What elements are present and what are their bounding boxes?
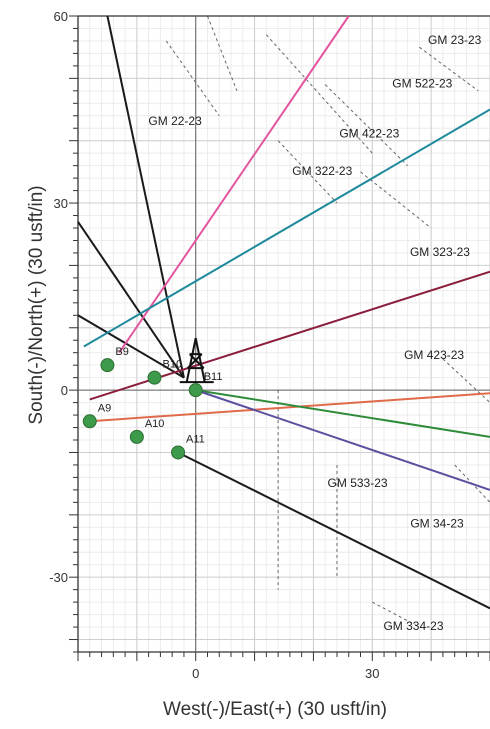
slot-points: B9 B10 B11 A9 A10 A11 bbox=[82, 346, 223, 460]
well-path-line bbox=[195, 389, 490, 491]
x-axis-title: West(-)/East(+) (30 usft/in) bbox=[163, 699, 387, 720]
rig-strut bbox=[187, 353, 203, 369]
slot-label: B10 bbox=[163, 359, 183, 371]
dashed-projection bbox=[207, 15, 238, 92]
slot-marker bbox=[147, 370, 162, 385]
well-path-line bbox=[106, 15, 185, 378]
well-name-label: GM 34-23 bbox=[410, 516, 464, 530]
dashed-projection bbox=[419, 46, 479, 92]
well-path-line bbox=[77, 221, 185, 379]
slot-marker bbox=[188, 383, 203, 398]
well-path-line bbox=[89, 392, 490, 423]
slot-label: B9 bbox=[115, 346, 128, 358]
slot-marker bbox=[100, 358, 115, 373]
slot-label: A9 bbox=[98, 402, 111, 414]
well-name-label: GM 422-23 bbox=[339, 127, 399, 141]
y-tick-label: 0 bbox=[61, 383, 68, 398]
rig-strut bbox=[194, 337, 206, 383]
well-name-label: GM 533-23 bbox=[328, 476, 388, 490]
dashed-projection bbox=[265, 34, 373, 154]
well-name-label: GM 22-23 bbox=[148, 114, 202, 128]
slot-marker bbox=[82, 414, 97, 429]
tick-labels: 0 30 60 30 0 -30 bbox=[49, 9, 379, 681]
drilling-rig-icon bbox=[179, 337, 214, 384]
well-name-label: GM 23-23 bbox=[428, 33, 482, 47]
dashed-projection bbox=[372, 601, 420, 628]
rig-strut bbox=[189, 353, 205, 369]
well-name-label: GM 423-23 bbox=[404, 348, 464, 362]
slot-label: B11 bbox=[204, 371, 223, 383]
well-path-line bbox=[77, 314, 185, 379]
axes bbox=[69, 15, 490, 661]
x-tick-label: 30 bbox=[365, 666, 379, 681]
well-name-label: GM 323-23 bbox=[410, 245, 470, 259]
series-lines bbox=[77, 15, 490, 610]
slot-marker bbox=[129, 429, 144, 444]
well-path-line bbox=[118, 15, 350, 354]
y-tick-label: 60 bbox=[54, 9, 68, 24]
well-labels: GM 23-23 GM 522-23 GM 22-23 GM 422-23 GM 322… bbox=[148, 33, 481, 633]
well-name-label: GM 522-23 bbox=[392, 77, 452, 91]
well-name-label: GM 322-23 bbox=[292, 164, 352, 178]
y-tick-label: 30 bbox=[54, 196, 68, 211]
well-path-line bbox=[177, 451, 490, 610]
well-path-line bbox=[195, 389, 490, 438]
slot-label: A10 bbox=[145, 418, 165, 430]
well-name-label: GM 334-23 bbox=[383, 619, 443, 633]
x-tick-label: 0 bbox=[192, 666, 199, 681]
well-path-line bbox=[83, 108, 490, 348]
slot-label: A11 bbox=[186, 433, 205, 445]
y-axis-title: South(-)/North(+) (30 usft/in) bbox=[26, 185, 47, 424]
y-tick-label: -30 bbox=[49, 570, 68, 585]
rig-strut bbox=[185, 337, 197, 383]
slot-marker bbox=[171, 445, 186, 460]
dashed-projection bbox=[277, 140, 338, 204]
dashed-projection bbox=[442, 358, 490, 403]
dashed-projection bbox=[324, 84, 408, 167]
